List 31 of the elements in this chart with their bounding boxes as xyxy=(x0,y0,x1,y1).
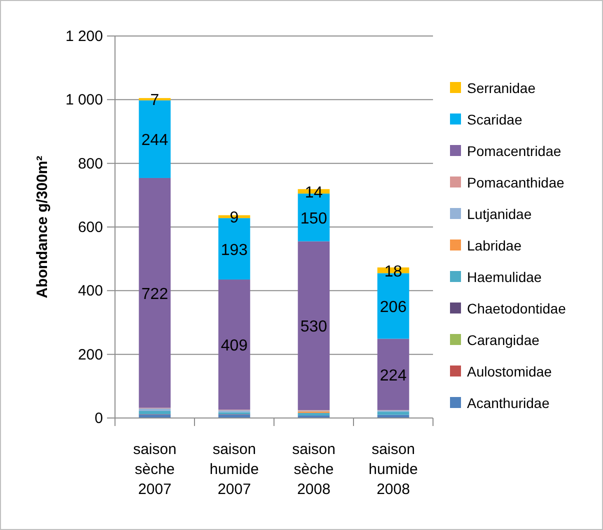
legend-label: Haemulidae xyxy=(467,269,542,285)
data-label: 722 xyxy=(141,286,168,303)
legend-label: Lutjanidae xyxy=(467,206,532,222)
legend-label: Carangidae xyxy=(467,332,540,348)
legend-label: Acanthuridae xyxy=(467,395,550,411)
y-tick-label: 800 xyxy=(78,155,103,172)
y-tick-label: 1 200 xyxy=(65,28,103,45)
legend-label: Pomacentridae xyxy=(467,143,562,159)
data-label: 206 xyxy=(380,298,407,316)
legend-label: Chaetodontidae xyxy=(467,300,566,316)
x-tick-label: saison sèche 2007 xyxy=(133,441,176,498)
legend-label: Serranidae xyxy=(467,80,536,96)
y-tick-label: 400 xyxy=(78,282,103,300)
data-label: 530 xyxy=(300,318,328,336)
legend-label: Scaridae xyxy=(467,112,522,128)
x-tick-label: saison sèche 2008 xyxy=(292,441,336,498)
legend-label: Labridae xyxy=(467,238,522,254)
data-label: 224 xyxy=(380,367,407,384)
y-tick-label: 600 xyxy=(78,219,103,236)
data-label: 193 xyxy=(220,242,248,259)
data-label: 244 xyxy=(141,132,168,150)
y-tick-label: 0 xyxy=(94,410,103,427)
data-label: 150 xyxy=(300,210,328,228)
y-tick-label: 1 000 xyxy=(65,92,103,109)
x-tick-label: saison humide 2008 xyxy=(368,441,418,498)
data-label: 409 xyxy=(220,338,248,355)
y-tick-label: 200 xyxy=(78,346,103,364)
x-tick-label: saison humide 2007 xyxy=(210,441,259,498)
legend-label: Pomacanthidae xyxy=(467,174,565,190)
y-axis-title: Abondance g/300m² xyxy=(34,156,51,298)
legend-label: Aulostomidae xyxy=(467,364,552,380)
